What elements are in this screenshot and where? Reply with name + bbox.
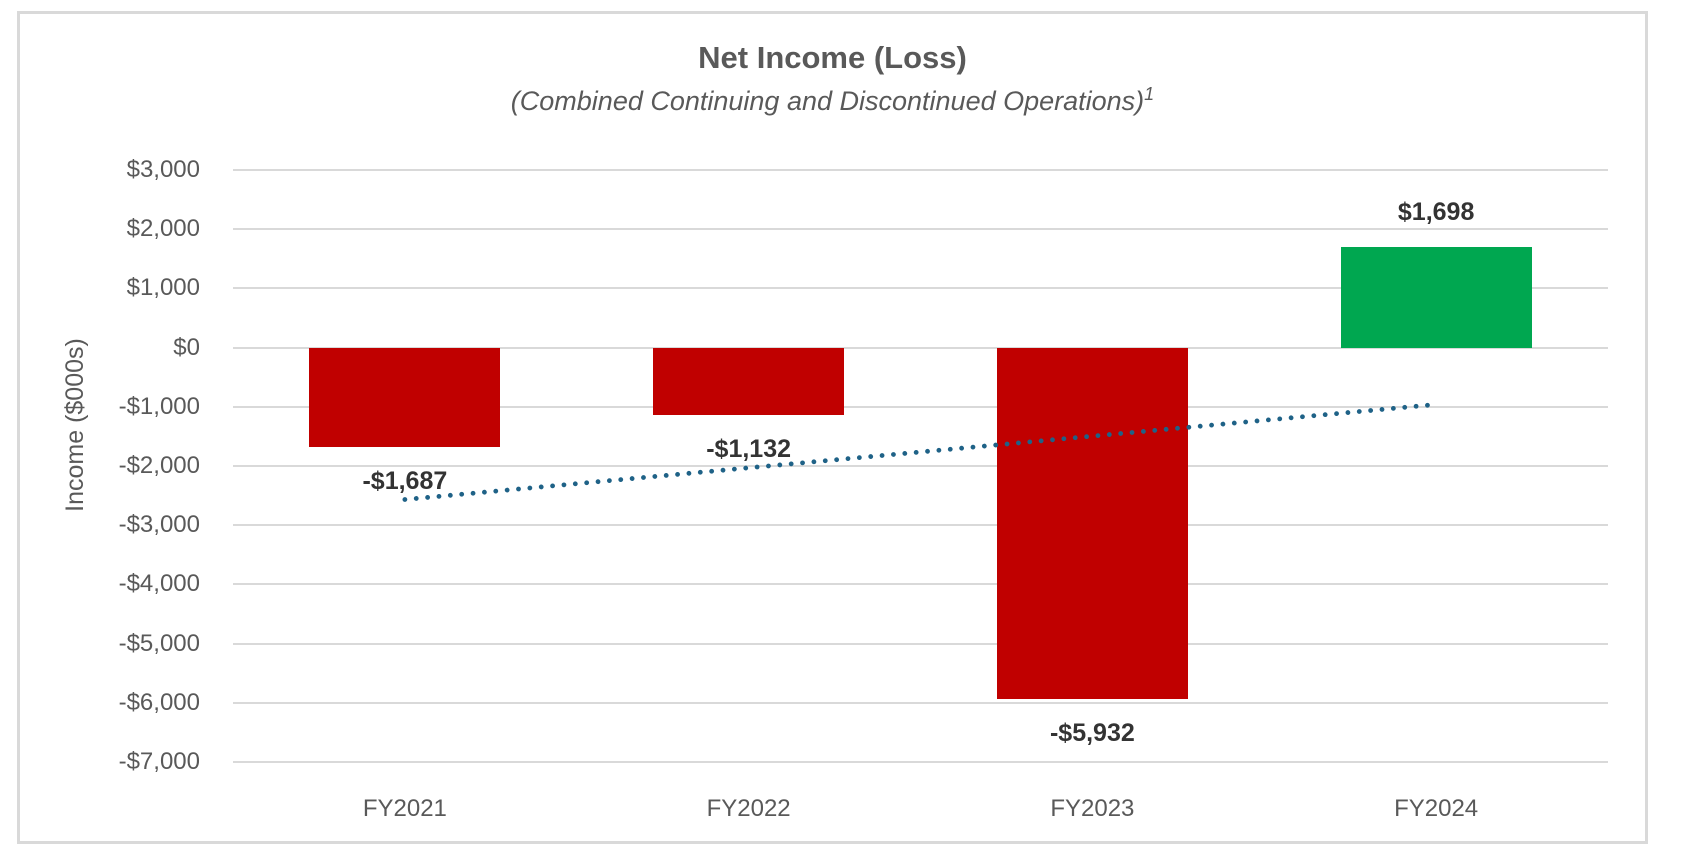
bar-value-label: -$1,132: [706, 434, 792, 463]
y-axis-tick-label: -$7,000: [118, 748, 200, 775]
gridline: [233, 642, 1608, 645]
bar-value-label: -$1,687: [362, 467, 448, 496]
chart-subtitle: (Combined Continuing and Discontinued Op…: [17, 85, 1648, 118]
subtitle-footnote-superscript: 1: [1144, 84, 1155, 104]
gridline: [233, 169, 1608, 171]
gridline: [233, 524, 1608, 527]
gridline: [233, 228, 1608, 231]
y-axis-tick-label: -$4,000: [118, 570, 200, 598]
bar-value-label: -$5,932: [1049, 718, 1135, 747]
bar-fy2021: [309, 347, 501, 448]
y-axis-tick-label: -$3,000: [118, 511, 200, 539]
y-axis-tick-label: -$6,000: [118, 688, 200, 716]
y-axis-tick-label: $3,000: [126, 156, 200, 183]
bar-value-label: $1,698: [1397, 198, 1475, 227]
bar-fy2024: [1340, 247, 1532, 348]
gridline: [233, 287, 1608, 290]
x-axis-label-fy2022: FY2022: [706, 795, 791, 822]
x-axis-label-fy2024: FY2024: [1394, 795, 1479, 822]
gridline: [233, 583, 1608, 586]
y-axis-title: Income ($000s): [61, 338, 89, 512]
x-axis-label-fy2023: FY2023: [1050, 795, 1135, 822]
y-axis-tick-label: $1,000: [126, 274, 200, 302]
bar-fy2023: [996, 347, 1188, 699]
chart-card: $3,000 $2,000 $1,000 $0 -$1,000 -$2,000 -$3,00…: [17, 11, 1648, 844]
trendline: [402, 402, 1439, 502]
chart-subtitle-text: (Combined Continuing and Discontinued Op…: [510, 86, 1145, 116]
gridline: [233, 701, 1608, 704]
gridline: [233, 761, 1608, 763]
y-axis-tick-label: -$5,000: [118, 629, 200, 657]
y-axis-tick-label: -$1,000: [118, 392, 200, 420]
y-axis-tick-label: -$2,000: [118, 452, 200, 479]
y-axis-tick-label: $0: [173, 333, 200, 361]
bar-fy2022: [653, 347, 845, 415]
x-axis-label-fy2021: FY2021: [362, 795, 447, 822]
chart-border: [17, 11, 1648, 844]
gridline: [233, 346, 1608, 349]
y-axis-tick-label: $2,000: [126, 215, 200, 243]
chart-title: Net Income (Loss): [698, 40, 967, 75]
